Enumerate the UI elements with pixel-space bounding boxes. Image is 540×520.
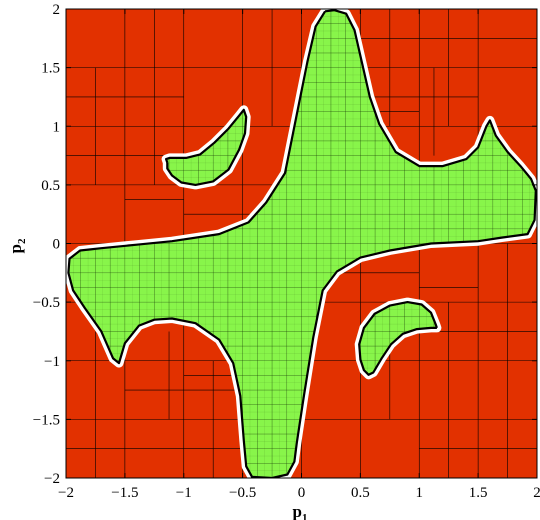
x-tick-label: −2 (58, 485, 74, 501)
upper-left-lobe-boundary (165, 108, 248, 186)
plot-area (66, 9, 537, 478)
y-tick-label: −0.5 (33, 295, 60, 311)
x-tick-label: 1 (416, 485, 424, 501)
x-tick-label: −1 (176, 485, 192, 501)
x-tick-label: 1.5 (469, 485, 488, 501)
y-tick-label: −1.5 (33, 412, 60, 428)
y-axis-title-main: p (6, 244, 25, 253)
x-tick-label: 0.5 (351, 485, 370, 501)
upper-left-lobe-fill (166, 109, 247, 185)
y-axis-title-sub: 2 (16, 238, 28, 244)
x-tick-label: −1.5 (111, 485, 138, 501)
y-tick-label: 1.5 (41, 61, 60, 77)
x-axis-title-main: p (293, 502, 302, 520)
y-tick-label: 0 (53, 237, 61, 253)
x-tick-label: 2 (533, 485, 540, 501)
x-tick-label: 0 (298, 485, 306, 501)
y-axis-title: p2 (6, 238, 28, 253)
y-tick-label: −2 (44, 471, 60, 487)
y-tick-label: 0.5 (41, 178, 60, 194)
boundary-curves (67, 9, 537, 478)
y-tick-label: −1 (44, 354, 60, 370)
main-region-fill (68, 10, 536, 478)
x-axis-title: p1 (293, 502, 308, 520)
lower-right-lobe-fill (359, 302, 437, 375)
y-tick-label: 2 (53, 2, 61, 18)
x-tick-label: −0.5 (229, 485, 256, 501)
lower-right-lobe-boundary (358, 301, 438, 376)
main-region-boundary (67, 9, 537, 478)
y-axis-ticks: −2 −1.5 −1 −0.5 0 0.5 1 1.5 2 (33, 2, 537, 487)
x-axis-ticks: −2 −1.5 −1 −0.5 0 0.5 1 1.5 2 (58, 9, 540, 501)
y-tick-label: 1 (53, 119, 61, 135)
x-axis-title-sub: 1 (302, 512, 308, 520)
